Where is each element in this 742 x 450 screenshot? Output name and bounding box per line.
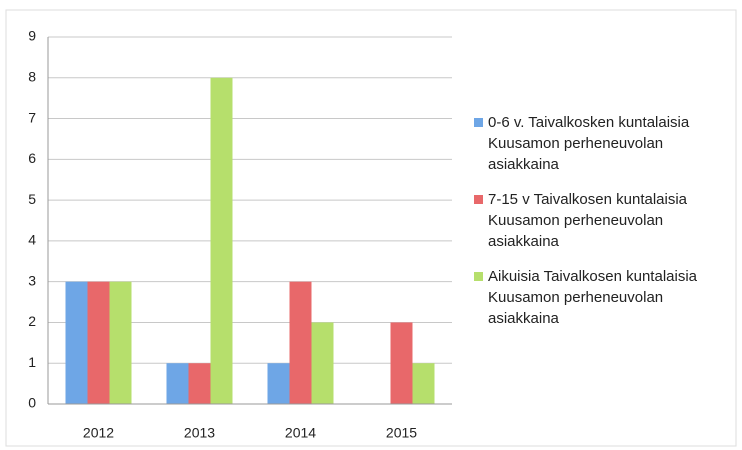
y-tick-label: 7 xyxy=(28,109,36,125)
y-tick-label: 3 xyxy=(28,272,36,288)
bar xyxy=(65,281,88,404)
y-tick-label: 6 xyxy=(28,150,36,166)
x-tick-label: 2012 xyxy=(83,425,114,441)
legend-entry: Aikuisia Taivalkosen kuntalaisia Kuusamo… xyxy=(472,266,708,329)
y-tick-label: 8 xyxy=(28,68,36,84)
legend-entry: 0-6 v. Taivalkosken kuntalaisia Kuusamon… xyxy=(472,112,708,175)
bar xyxy=(166,363,189,404)
bar xyxy=(87,281,110,404)
y-tick-label: 0 xyxy=(28,395,36,411)
bar xyxy=(188,363,211,404)
bar xyxy=(412,363,435,404)
legend: 0-6 v. Taivalkosken kuntalaisia Kuusamon… xyxy=(472,112,732,343)
bar xyxy=(311,322,334,404)
legend-swatch xyxy=(474,118,483,127)
legend-label: 7-15 v Taivalkosen kuntalaisia Kuusamon … xyxy=(488,191,688,250)
chart-frame xyxy=(5,9,737,447)
legend-swatch xyxy=(474,195,483,204)
y-tick-label: 1 xyxy=(28,354,36,370)
legend-entry: 7-15 v Taivalkosen kuntalaisia Kuusamon … xyxy=(472,189,708,252)
x-tick-label: 2014 xyxy=(285,425,316,441)
y-tick-label: 2 xyxy=(28,313,36,329)
bar xyxy=(109,281,132,404)
x-tick-label: 2015 xyxy=(386,425,417,441)
legend-label: Aikuisia Taivalkosen kuntalaisia Kuusamo… xyxy=(488,268,698,327)
legend-swatch xyxy=(474,272,483,281)
bar xyxy=(267,363,290,404)
legend-label: 0-6 v. Taivalkosken kuntalaisia Kuusamon… xyxy=(488,114,690,173)
bar xyxy=(390,322,413,404)
x-tick-label: 2013 xyxy=(184,425,215,441)
y-tick-label: 5 xyxy=(28,191,36,207)
y-tick-label: 4 xyxy=(28,232,36,248)
bar xyxy=(210,77,233,405)
y-tick-label: 9 xyxy=(28,28,36,44)
bar xyxy=(289,281,312,404)
